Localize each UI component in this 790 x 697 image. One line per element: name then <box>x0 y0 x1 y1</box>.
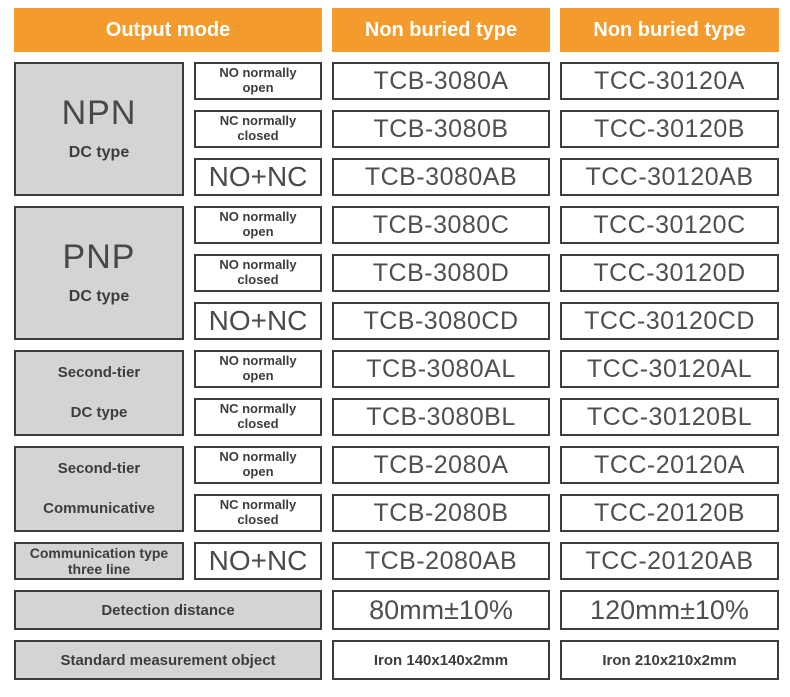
model-cell-tcb: TCB-2080A <box>332 446 550 484</box>
group-label-npn: NPN DC type <box>14 62 184 196</box>
model-cell-tcc: TCC-20120A <box>560 446 779 484</box>
group-label-second-tier-dc: Second-tier DC type <box>14 350 184 436</box>
mode-cell: NC normally closed <box>194 398 322 436</box>
model-cell-tcc: TCC-20120AB <box>560 542 779 580</box>
model-cell-tcb: TCB-3080BL <box>332 398 550 436</box>
header-non-buried-left: Non buried type <box>332 8 550 52</box>
group-label-communication-three-line: Communication type three line <box>14 542 184 580</box>
model-cell-tcc: TCC-30120AL <box>560 350 779 388</box>
group-label-sub: DC type <box>68 287 130 305</box>
standard-measurement-object-value-left: Iron 140x140x2mm <box>332 640 550 680</box>
model-cell-tcb: TCB-3080AB <box>332 158 550 196</box>
model-cell-tcb: TCB-3080C <box>332 206 550 244</box>
model-cell-tcb: TCB-3080D <box>332 254 550 292</box>
group-label-sub: DC type <box>68 143 130 161</box>
model-cell-tcc: TCC-30120B <box>560 110 779 148</box>
model-cell-tcc: TCC-30120AB <box>560 158 779 196</box>
model-cell-tcc: TCC-30120C <box>560 206 779 244</box>
model-cell-tcb: TCB-2080AB <box>332 542 550 580</box>
header-non-buried-right: Non buried type <box>560 8 779 52</box>
group-label-sub: DC type <box>70 404 128 421</box>
group-label-main: Second-tier <box>57 460 141 478</box>
mode-cell: NO normally open <box>194 206 322 244</box>
detection-distance-value-right: 120mm±10% <box>560 590 779 630</box>
group-label-pnp: PNP DC type <box>14 206 184 340</box>
group-label-main: PNP <box>62 238 136 277</box>
group-label-second-tier-communicative: Second-tier Communicative <box>14 446 184 532</box>
group-label-main: Second-tier <box>57 364 141 382</box>
mode-cell: NO normally open <box>194 350 322 388</box>
mode-cell: NC normally closed <box>194 494 322 532</box>
model-cell-tcc: TCC-20120B <box>560 494 779 532</box>
mode-cell: NO+NC <box>194 302 322 340</box>
model-cell-tcb: TCB-3080CD <box>332 302 550 340</box>
detection-distance-value-left: 80mm±10% <box>332 590 550 630</box>
model-selection-table: Output mode Non buried type Non buried t… <box>14 8 779 680</box>
model-cell-tcc: TCC-30120D <box>560 254 779 292</box>
mode-cell: NO+NC <box>194 158 322 196</box>
model-cell-tcc: TCC-30120A <box>560 62 779 100</box>
model-cell-tcc: TCC-30120BL <box>560 398 779 436</box>
mode-cell: NO+NC <box>194 542 322 580</box>
header-output-mode: Output mode <box>14 8 322 52</box>
mode-cell: NC normally closed <box>194 110 322 148</box>
model-cell-tcb: TCB-3080AL <box>332 350 550 388</box>
standard-measurement-object-value-right: Iron 210x210x2mm <box>560 640 779 680</box>
mode-cell: NO normally closed <box>194 254 322 292</box>
standard-measurement-object-label: Standard measurement object <box>14 640 322 680</box>
model-cell-tcc: TCC-30120CD <box>560 302 779 340</box>
model-cell-tcb: TCB-2080B <box>332 494 550 532</box>
detection-distance-label: Detection distance <box>14 590 322 630</box>
model-cell-tcb: TCB-3080A <box>332 62 550 100</box>
group-label-main: NPN <box>61 94 137 133</box>
group-label-sub: Communicative <box>43 500 155 517</box>
mode-cell: NO normally open <box>194 62 322 100</box>
model-cell-tcb: TCB-3080B <box>332 110 550 148</box>
mode-cell: NO normally open <box>194 446 322 484</box>
